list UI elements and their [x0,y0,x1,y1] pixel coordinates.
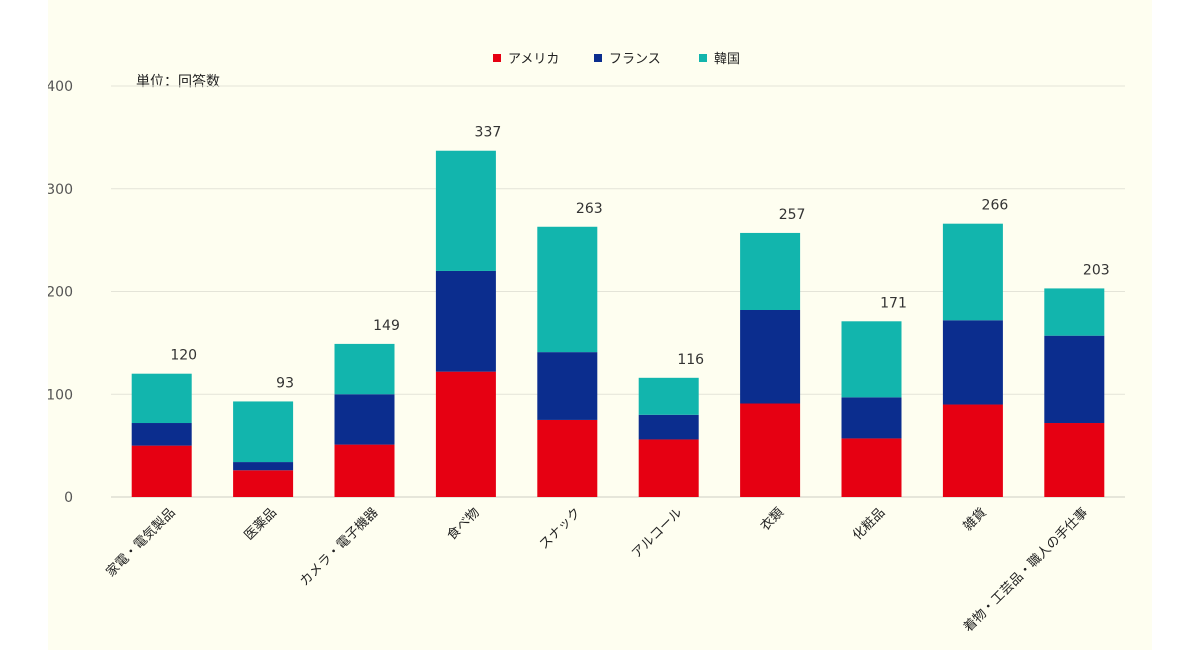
legend-item: フランス [594,52,661,67]
legend-swatch [699,54,707,62]
bars [131,150,1105,497]
y-tick-label: 0 [64,490,73,506]
legend-swatch [493,54,501,62]
bar-segment [638,439,699,497]
category-label: 化粧品 [850,505,888,543]
category-label: 食べ物 [444,505,483,544]
bar-segment [638,377,699,415]
bar-segment [334,394,395,445]
bar-segment [942,404,1003,497]
legend: アメリカ フランス 韓国 [493,52,740,67]
total-label: 263 [576,201,603,217]
bar-segment [942,320,1003,405]
total-label: 149 [373,318,400,334]
bar-segment [537,419,598,497]
total-label: 120 [170,348,197,364]
total-label: 93 [276,375,294,391]
legend-item: 韓国 [699,52,740,67]
bar-segment [740,309,801,404]
bar-segment [841,321,902,398]
bar-segment [1044,423,1105,497]
chart-panel: アメリカ フランス 韓国 単位：回答数 0 100 200 300 400 家電・電気製品 医… [48,0,1152,650]
legend-label: アメリカ [508,52,559,67]
legend-swatch [594,54,602,62]
bar-segment [334,343,395,395]
legend-item: アメリカ [493,52,559,67]
total-label: 266 [982,198,1009,214]
bar-segment [740,403,801,497]
bar-segment [131,423,192,446]
bar-segment [233,401,294,463]
y-tick-label: 300 [48,182,73,198]
bar-segment [435,150,496,271]
legend-label: 韓国 [714,52,740,67]
bar-segment [435,270,496,372]
bar-segment [233,470,294,497]
total-label: 116 [677,352,704,368]
y-axis-ticks: 0 100 200 300 400 [48,79,73,506]
category-label: カメラ・電子機器 [297,505,381,589]
total-label: 337 [475,125,502,141]
bar-segment [537,226,598,353]
category-label: アルコール [629,505,685,561]
bar-segment [131,445,192,497]
bar-segment [435,371,496,497]
x-axis-labels: 家電・電気製品 医薬品 カメラ・電子機器 食べ物 スナック アルコール 衣類 化粧品 雑貨着物・… [103,505,1091,636]
category-label: 医薬品 [242,505,280,543]
category-label: スナック [537,505,584,552]
bar-segment [942,223,1003,321]
bar-segment [1044,288,1105,336]
category-label: 家電・電気製品 [103,505,179,581]
y-tick-label: 100 [48,387,73,403]
total-labels: 120 93 149 337 263 116 257 171 266 203 [170,125,1109,392]
bar-segment [334,444,395,497]
bar-segment [841,438,902,497]
legend-label: フランス [609,52,661,67]
total-label: 171 [880,295,907,311]
category-label: 衣類 [757,505,787,535]
bar-segment [740,232,801,310]
total-label: 257 [779,207,806,223]
total-label: 203 [1083,262,1110,278]
bar-segment [233,462,294,471]
y-tick-label: 200 [48,285,73,301]
bar-segment [841,397,902,439]
bar-segment [1044,335,1105,424]
stacked-bar-chart: アメリカ フランス 韓国 単位：回答数 0 100 200 300 400 家電・電気製品 医… [48,52,1125,636]
bar-segment [537,352,598,420]
category-label: 雑貨 [960,505,990,535]
bar-segment [638,414,699,440]
unit-label: 単位：回答数 [136,73,220,90]
y-tick-label: 400 [48,79,73,95]
bar-segment [131,373,192,424]
